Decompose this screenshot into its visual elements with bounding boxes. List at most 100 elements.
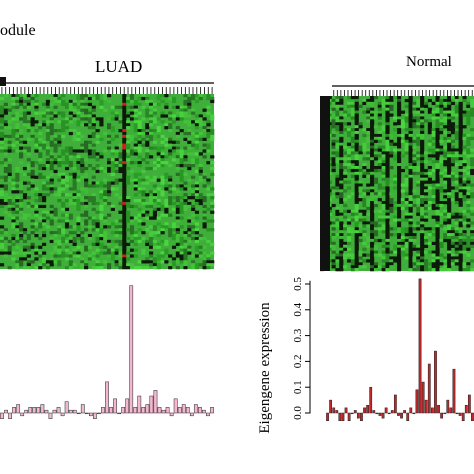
heatmap-cell	[168, 266, 173, 270]
luad-bar	[177, 407, 182, 414]
heatmap-cell	[152, 102, 157, 106]
heatmap-cell	[381, 250, 386, 254]
heatmap-cell	[354, 221, 359, 225]
heatmap-cell	[454, 157, 459, 161]
heatmap-cell	[72, 231, 77, 235]
heatmap-cell	[68, 164, 73, 168]
heatmap-cell	[137, 164, 142, 168]
heatmap-cell	[210, 134, 215, 139]
heatmap-cell	[114, 248, 119, 252]
heatmap-cell	[3, 108, 8, 112]
heatmap-cell	[114, 134, 119, 139]
heatmap-cell	[194, 184, 200, 188]
heatmap-cell	[149, 231, 154, 235]
heatmap-cell	[458, 244, 463, 248]
heatmap-cell	[381, 206, 386, 211]
luad-bar	[161, 409, 166, 414]
heatmap-cell	[447, 96, 452, 100]
heatmap-cell	[64, 166, 70, 171]
heatmap-cell	[450, 244, 456, 248]
heatmap-cell	[447, 253, 452, 257]
heatmap-cell	[397, 221, 402, 225]
heatmap-cell	[179, 216, 184, 220]
normal-bar	[344, 407, 348, 414]
heatmap-cell	[370, 110, 375, 114]
heatmap-cell	[339, 122, 344, 126]
heatmap-cell	[61, 120, 66, 124]
heatmap-cell	[122, 96, 127, 101]
heatmap-cell	[350, 110, 355, 114]
luad-bar	[121, 407, 126, 414]
heatmap-cell	[45, 158, 50, 162]
heatmap-cell	[137, 123, 142, 127]
heatmap-cell	[397, 201, 402, 205]
heatmap-cell	[393, 256, 398, 260]
heatmap-cell	[362, 253, 367, 257]
heatmap-cell	[408, 174, 413, 178]
heatmap-cell	[427, 177, 432, 181]
heatmap-cell	[122, 172, 127, 176]
heatmap-cell	[439, 122, 444, 126]
heatmap-cell	[447, 113, 452, 117]
heatmap-cell	[187, 234, 192, 238]
heatmap-cell	[0, 263, 5, 267]
heatmap-cell	[107, 239, 112, 244]
heatmap-cell	[175, 242, 180, 246]
heatmap-cell	[68, 199, 73, 203]
heatmap-cell	[141, 105, 146, 109]
heatmap-cell	[152, 239, 157, 244]
heatmap-cell	[84, 245, 89, 249]
heatmap-cell	[72, 114, 77, 118]
heatmap-cell	[122, 134, 127, 139]
heatmap-cell	[80, 266, 85, 270]
heatmap-cell	[443, 218, 448, 222]
heatmap-cell	[335, 259, 340, 263]
heatmap-cell	[447, 160, 452, 164]
heatmap-cell	[7, 245, 12, 249]
heatmap-cell	[454, 247, 459, 251]
heatmap-cell	[191, 108, 196, 112]
heatmap-cell	[122, 120, 127, 124]
heatmap-cell	[443, 101, 448, 106]
heatmap-cell	[404, 253, 409, 257]
heatmap-cell	[191, 213, 196, 217]
heatmap-cell	[68, 102, 73, 106]
heatmap-cell	[427, 125, 432, 129]
heatmap-cell	[385, 209, 390, 213]
heatmap-cell	[19, 260, 24, 264]
heatmap-cell	[91, 222, 96, 226]
heatmap-cell	[118, 219, 123, 223]
heatmap-cell	[91, 120, 96, 124]
heatmap-cell	[339, 244, 344, 248]
heatmap-cell	[393, 142, 398, 146]
heatmap-cell	[470, 101, 474, 106]
heatmap-cell	[400, 247, 405, 251]
heatmap-cell	[122, 108, 127, 112]
heatmap-cell	[42, 187, 47, 191]
heatmap-cell	[103, 184, 108, 188]
heatmap-cell	[107, 263, 112, 267]
heatmap-cell	[129, 248, 135, 252]
heatmap-cell	[358, 256, 363, 260]
heatmap-cell	[103, 169, 108, 174]
heatmap-cell	[354, 96, 359, 100]
heatmap-cell	[30, 184, 35, 188]
heatmap-cell	[420, 133, 425, 138]
heatmap-cell	[171, 140, 177, 144]
heatmap-cell	[354, 160, 359, 164]
heatmap-cell	[22, 245, 28, 249]
heatmap-cell	[362, 98, 367, 103]
heatmap-cell	[443, 168, 448, 173]
heatmap-cell	[152, 161, 157, 165]
heatmap-cell	[431, 151, 436, 155]
heatmap-cell	[133, 175, 138, 179]
heatmap-cell	[175, 219, 180, 223]
heatmap-cell	[0, 161, 5, 165]
heatmap-cell	[450, 116, 456, 120]
heatmap-cell	[53, 254, 58, 258]
heatmap-cell	[95, 228, 100, 232]
heatmap-cell	[466, 244, 471, 248]
heatmap-cell	[15, 96, 20, 101]
heatmap-cell	[385, 215, 390, 219]
heatmap-cell	[206, 260, 211, 264]
